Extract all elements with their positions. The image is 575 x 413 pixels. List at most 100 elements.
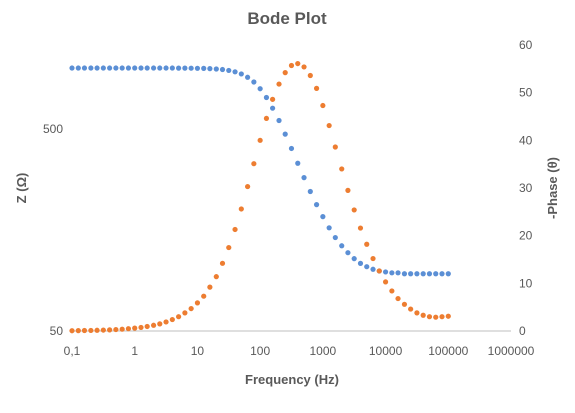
phase-data-point	[282, 70, 288, 76]
phase-data-point	[194, 300, 201, 306]
z-data-point	[238, 71, 244, 77]
x-tick-label: 1	[131, 344, 138, 358]
phase-data-point	[213, 274, 219, 280]
x-tick-label: 0,1	[64, 344, 81, 358]
z-data-point	[163, 65, 169, 71]
x-axis-title: Frequency (Hz)	[245, 372, 339, 387]
z-data-point	[107, 65, 113, 71]
phase-data-point	[113, 326, 119, 333]
x-tick-label: 1000	[310, 344, 337, 358]
z-data-point	[420, 271, 426, 277]
phase-data-point	[257, 137, 263, 143]
z-data-point	[69, 65, 75, 71]
left-y-axis-title: Z (Ω)	[14, 173, 29, 204]
phase-data-point	[201, 293, 207, 299]
phase-data-point	[364, 241, 370, 247]
phase-data-point	[219, 260, 226, 266]
z-data-point	[176, 65, 182, 71]
phase-data-point	[88, 327, 94, 334]
phase-data-point	[163, 319, 169, 325]
z-data-point	[276, 117, 282, 124]
chart-title: Bode Plot	[247, 9, 327, 28]
phase-data-point	[144, 323, 150, 330]
z-data-point	[263, 94, 270, 101]
phase-data-point	[376, 268, 382, 274]
phase-data-point	[414, 310, 420, 316]
z-data-point	[138, 65, 144, 71]
phase-data-point	[150, 322, 157, 328]
phase-data-point	[445, 313, 451, 319]
right-y-axis-title: -Phase (θ)	[545, 157, 560, 219]
z-data-point	[144, 65, 150, 71]
z-data-point	[188, 65, 194, 71]
z-data-point	[81, 65, 88, 71]
z-data-point	[119, 65, 125, 71]
phase-data-point	[119, 326, 125, 332]
z-data-point	[150, 65, 157, 71]
z-data-point	[182, 65, 188, 71]
z-data-point	[257, 86, 263, 92]
z-data-point	[194, 65, 201, 71]
phase-data-point	[307, 72, 313, 79]
z-data-point	[132, 65, 138, 71]
z-data-point	[445, 271, 451, 277]
z-data-point	[207, 66, 213, 72]
z-data-point	[226, 67, 232, 74]
z-data-point	[389, 270, 395, 276]
z-data-point	[301, 175, 307, 181]
phase-data-point	[357, 225, 364, 231]
right-y-tick-label: 30	[519, 181, 533, 195]
phase-data-point	[157, 321, 163, 327]
right-y-tick-label: 50	[519, 86, 533, 100]
left-y-tick-label: 50	[50, 324, 64, 338]
x-tick-labels: 0,1 1 10 100 1000 10000 100000 1000000	[64, 344, 535, 358]
phase-data-point	[295, 60, 301, 67]
phase-data-point	[408, 306, 414, 312]
z-data-point	[364, 264, 370, 270]
phase-data-point	[401, 301, 408, 307]
phase-data-point	[232, 226, 238, 233]
phase-data-point	[182, 310, 188, 316]
phase-data-point	[351, 207, 357, 213]
z-data-point	[295, 160, 301, 166]
right-y-tick-labels: 0 10 20 30 40 50 60	[519, 38, 533, 338]
z-data-point	[351, 256, 357, 262]
z-data-point	[94, 65, 100, 71]
left-y-tick-labels: 50 500	[43, 122, 63, 338]
phase-data-point	[75, 328, 81, 334]
right-y-tick-label: 0	[519, 324, 526, 338]
phase-data-point	[69, 328, 75, 334]
x-tick-label: 10000	[369, 344, 403, 358]
series-phase-points	[69, 60, 451, 334]
phase-data-point	[439, 314, 445, 320]
phase-data-point	[426, 314, 433, 320]
phase-data-point	[320, 102, 326, 109]
phase-data-point	[138, 324, 144, 331]
right-y-tick-label: 60	[519, 38, 533, 52]
z-data-point	[125, 65, 132, 71]
x-tick-label: 100	[250, 344, 270, 358]
z-data-point	[169, 65, 175, 71]
phase-data-point	[238, 206, 244, 212]
z-data-point	[213, 66, 219, 72]
x-tick-label: 1000000	[488, 344, 535, 358]
z-data-point	[345, 250, 351, 256]
z-data-point	[357, 260, 364, 266]
z-data-point	[113, 65, 119, 71]
right-y-tick-label: 40	[519, 133, 533, 147]
z-data-point	[382, 269, 389, 275]
phase-data-point	[288, 62, 295, 69]
phase-data-point	[132, 325, 138, 331]
phase-data-point	[176, 314, 182, 320]
left-y-tick-label: 500	[43, 122, 63, 136]
phase-data-point	[433, 314, 439, 320]
z-data-point	[100, 65, 106, 71]
phase-data-point	[263, 115, 270, 122]
z-data-point	[219, 66, 226, 73]
phase-data-point	[226, 244, 232, 251]
z-data-point	[370, 266, 376, 272]
phase-data-point	[345, 187, 351, 193]
z-data-point	[201, 65, 207, 71]
phase-data-point	[94, 327, 100, 333]
